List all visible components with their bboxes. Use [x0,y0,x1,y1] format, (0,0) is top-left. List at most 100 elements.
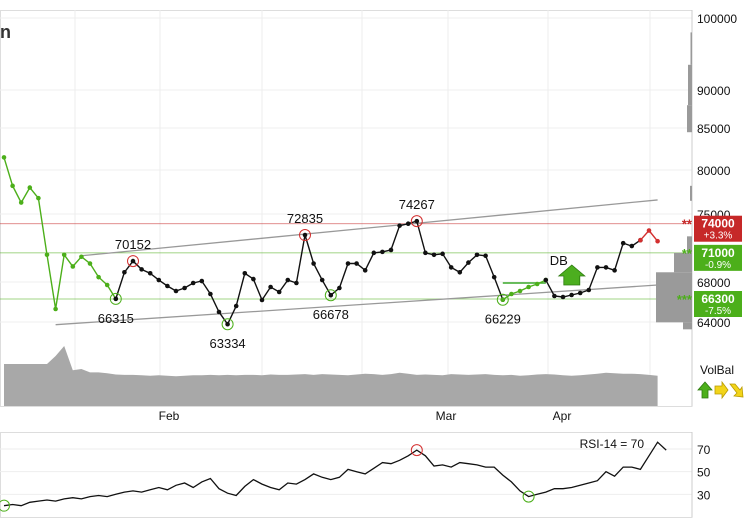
volume-balance-area [4,346,658,406]
black-series-point [337,285,342,291]
black-series-point [302,232,308,238]
black-series-line [115,220,504,326]
extrema-marker-63334 [221,318,234,331]
volume-profile-bar [688,64,692,106]
green-series-point [61,252,67,258]
green-series-point [96,274,101,280]
rsi-extrema-marker [522,490,535,503]
green-series-2-point [509,291,514,297]
volbal-arrow-up-icon [697,381,713,399]
black-series-point [474,252,480,258]
black-series-point [405,221,411,227]
rsi-extrema-marker [410,444,423,457]
black-series-point [448,265,454,270]
black-series-point [225,321,230,327]
green-series-point [53,306,58,312]
black-series-point [216,309,222,315]
level-marker: ** [682,217,693,232]
black-series-point [294,280,299,286]
red-series-point [638,237,643,243]
red-series-point [646,228,652,233]
chart-title-fragment: n [0,22,11,42]
green-series-point [87,261,93,266]
black-series-point [259,297,265,303]
x-tick-label-apr: Apr [553,409,572,423]
extrema-marker-74267 [410,215,423,228]
green-series-point [36,195,41,201]
level-tag-pct: +3.3% [704,231,733,242]
black-series-point [130,258,136,264]
black-series-point [440,251,445,257]
black-series-point [268,284,273,290]
black-series-point [147,270,153,276]
level-tag-value: 74000 [701,217,735,231]
y-tick-label-64000: 64000 [697,316,731,330]
rsi-label: RSI-14 = 70 [580,437,645,451]
green-series-2-point [534,281,540,287]
volume-balance-panel [4,346,658,406]
rsi-tick-label-30: 30 [697,488,711,502]
black-series-2-point [560,294,566,300]
volume-profile-bar [674,252,692,273]
rsi-extrema-marker [0,499,10,512]
extrema-marker-72835 [299,229,311,242]
rsi-line [3,441,667,507]
price-panel-frame [0,10,693,407]
level-tag-74000 [694,215,742,242]
extrema-marker-70152 [127,255,139,268]
black-series-point [233,303,239,309]
black-series-point [345,261,351,266]
black-series-point [423,250,428,256]
level-tag-value: 71000 [701,246,735,260]
extrema-label-70152: 70152 [115,237,151,252]
black-series-point [242,270,248,276]
black-series-point [156,277,162,283]
volume-profile-bar [656,272,692,297]
y-tick-label-68000: 68000 [697,276,731,290]
volbal-label: VolBal [700,363,734,377]
black-series-point [139,267,144,272]
green-series-2-point [526,284,531,290]
level-marker: *** [677,292,693,307]
volume-profile-bar [687,236,692,253]
black-series-point [362,268,368,273]
level-tag-pct: -7.5% [705,306,731,317]
black-series-2-point [620,240,626,246]
extrema-marker-66229 [496,293,509,306]
black-series-point [311,261,316,266]
black-series-point [483,253,488,259]
volume-profile-bar [690,32,692,65]
rsi-panel: 70 50 30 RSI-14 = 70 [0,432,711,518]
right-axis-panel: 1000009000085000800007500068000640007400… [656,10,744,406]
green-series-2-point [517,288,523,294]
green-series-point [18,200,24,205]
green-series-point [1,155,7,160]
volume-profile-bar [656,297,692,323]
black-series-point [328,292,334,298]
black-series-2-point [577,290,583,296]
price-panel: n DB 70152 66315 63334 72835 66678 74267 66229 Fe… [0,10,693,423]
black-series-point [122,269,127,275]
red-series-point [655,238,660,244]
pattern-up-arrow-icon [557,264,586,286]
black-series-point [251,276,256,282]
level-tag-66300 [694,291,742,317]
black-series-point [380,249,385,255]
green-series-point [79,254,84,260]
y-tick-label-85000: 85000 [697,122,731,136]
level-tag-pct: -0.9% [705,260,731,271]
extrema-label-74267: 74267 [399,197,435,212]
rsi-tick-label-70: 70 [697,443,711,457]
black-series-point [190,280,196,286]
extrema-label-66315: 66315 [98,311,134,326]
extrema-marker-66678 [324,289,337,302]
volume-profile-bar [683,322,692,330]
green-series-line [3,157,117,310]
black-series-2-line [545,239,641,298]
extrema-label-66229: 66229 [485,312,521,327]
black-series-point [397,223,402,228]
extrema-label-66678: 66678 [313,307,349,322]
extrema-label-72835: 72835 [287,211,323,226]
black-series-point [466,260,471,265]
